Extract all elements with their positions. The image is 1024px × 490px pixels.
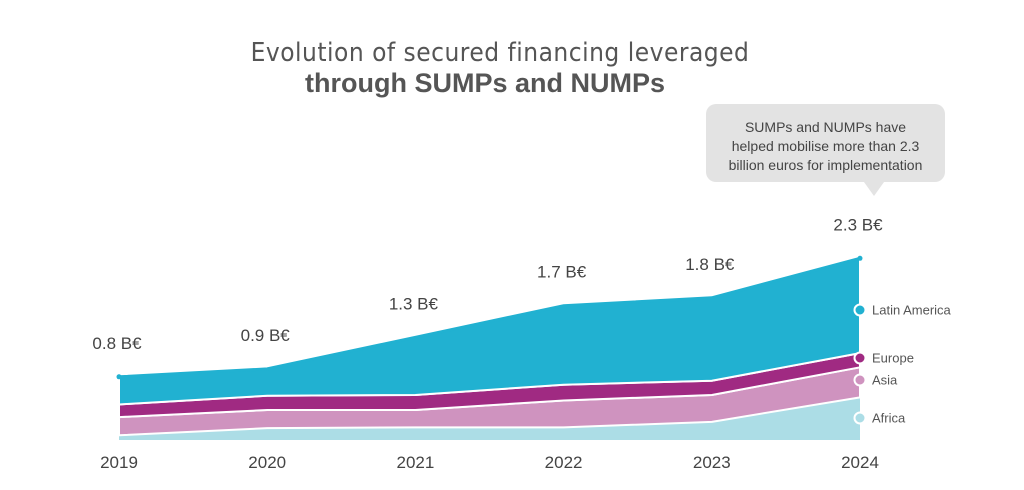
callout-bubble: SUMPs and NUMPs have helped mobilise mor… [706,104,945,196]
total-data-label: 2.3 B€ [833,215,883,234]
x-tick-label: 2023 [693,453,731,472]
area-africa [119,397,860,440]
callout-text: SUMPs and NUMPs have helped mobilise mor… [728,119,923,173]
legend-marker [853,373,867,387]
legend-label: Africa [872,411,906,426]
legend-label: Latin America [872,303,952,318]
legend-marker [853,351,867,365]
legend-label: Europe [872,351,914,366]
total-data-label: 1.8 B€ [685,255,735,274]
legend-marker [853,411,867,425]
total-start-dot [116,374,122,380]
x-tick-label: 2020 [248,453,286,472]
x-tick-label: 2024 [841,453,879,472]
total-line [117,256,862,379]
x-tick-label: 2019 [100,453,138,472]
x-tick-label: 2021 [396,453,434,472]
legend-label: Asia [872,373,898,388]
total-end-dot [857,255,863,261]
chart-title: Evolution of secured financing leveraged [250,38,750,68]
chart-subtitle: through SUMPs and NUMPs [304,68,665,98]
legend-marker [853,303,867,317]
total-data-label: 1.3 B€ [389,294,439,313]
x-tick-label: 2022 [545,453,583,472]
total-data-label: 0.9 B€ [241,326,291,345]
total-data-label: 1.7 B€ [537,263,587,282]
total-data-label: 0.8 B€ [92,334,142,353]
